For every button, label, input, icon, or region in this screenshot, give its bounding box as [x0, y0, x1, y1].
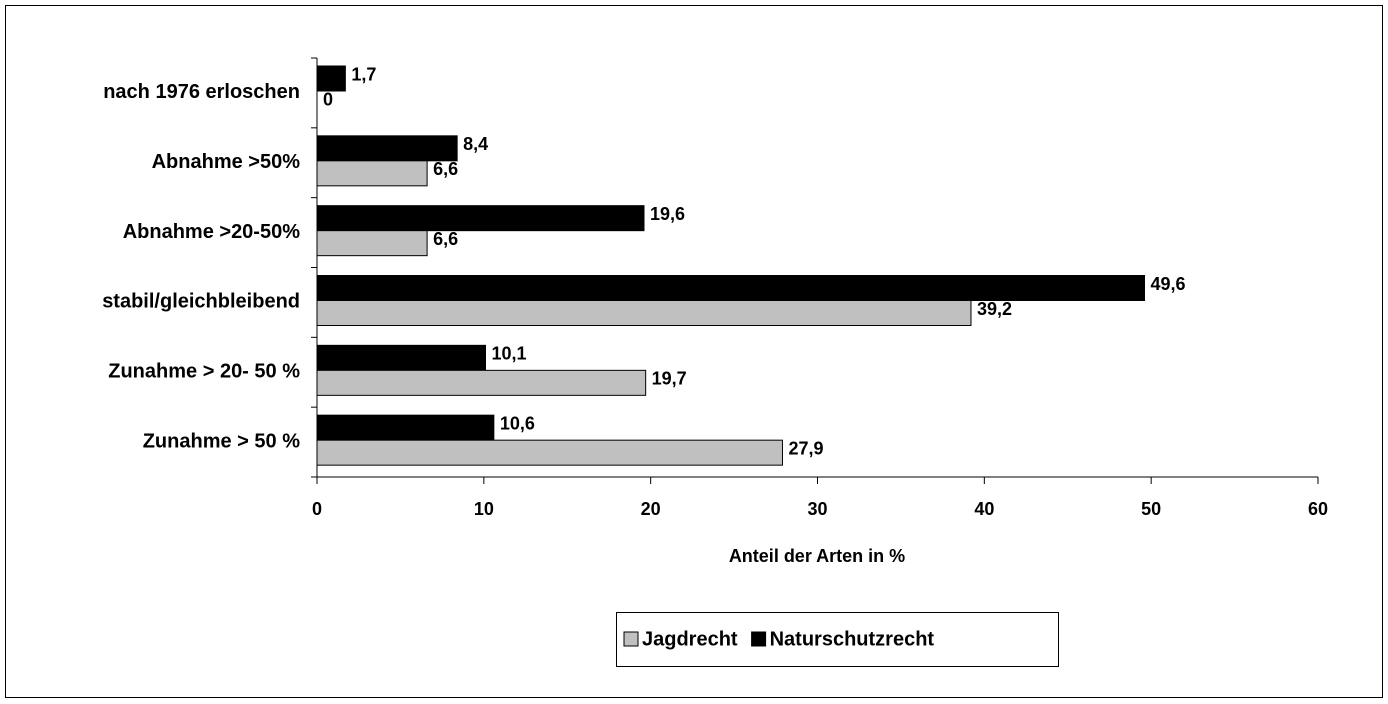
- x-tick-label: 30: [807, 499, 827, 519]
- y-tick-label: nach 1976 erloschen: [103, 81, 300, 103]
- bar: [316, 414, 495, 441]
- value-label: 8,4: [463, 134, 488, 154]
- value-label: 1,7: [351, 64, 376, 84]
- bar: [316, 205, 645, 232]
- y-tick-label: Zunahme > 20- 50 %: [108, 361, 300, 383]
- value-label: 19,6: [650, 204, 685, 224]
- x-tick-label: 50: [1141, 499, 1161, 519]
- legend-swatch: [623, 631, 639, 647]
- bar: [316, 439, 783, 466]
- bar: [316, 300, 972, 326]
- y-tick-label: Abnahme >50%: [152, 151, 301, 173]
- y-tick-label: stabil/gleichbleibend: [102, 291, 300, 313]
- bar: [316, 230, 428, 257]
- legend-box: [616, 612, 1059, 667]
- value-label: 49,6: [1150, 274, 1185, 294]
- legend-label: Naturschutzrecht: [770, 628, 935, 650]
- x-axis-title: Anteil der Arten in %: [729, 546, 905, 566]
- x-tick-label: 0: [312, 499, 322, 519]
- frame: [5, 5, 1383, 698]
- value-label: 19,7: [652, 369, 687, 389]
- value-label: 6,6: [433, 159, 458, 179]
- bar: [316, 369, 647, 396]
- bar: [316, 275, 1145, 301]
- value-label: 10,6: [500, 413, 535, 433]
- bar: [316, 65, 346, 92]
- y-tick-label: Zunahme > 50 %: [143, 430, 300, 452]
- bar: [316, 344, 487, 371]
- value-label: 10,1: [492, 344, 527, 364]
- x-tick-label: 60: [1308, 499, 1328, 519]
- value-label: 39,2: [977, 299, 1012, 319]
- x-tick-label: 40: [974, 499, 994, 519]
- value-label: 6,6: [433, 229, 458, 249]
- bar: [316, 160, 428, 187]
- legend-swatch: [751, 631, 767, 647]
- value-label: 0: [323, 89, 333, 109]
- value-label: 27,9: [788, 438, 823, 458]
- bar: [316, 135, 458, 162]
- x-tick-label: 20: [641, 499, 661, 519]
- y-tick-label: Abnahme >20-50%: [123, 221, 301, 243]
- x-tick-label: 10: [474, 499, 494, 519]
- legend-label: Jagdrecht: [642, 628, 738, 650]
